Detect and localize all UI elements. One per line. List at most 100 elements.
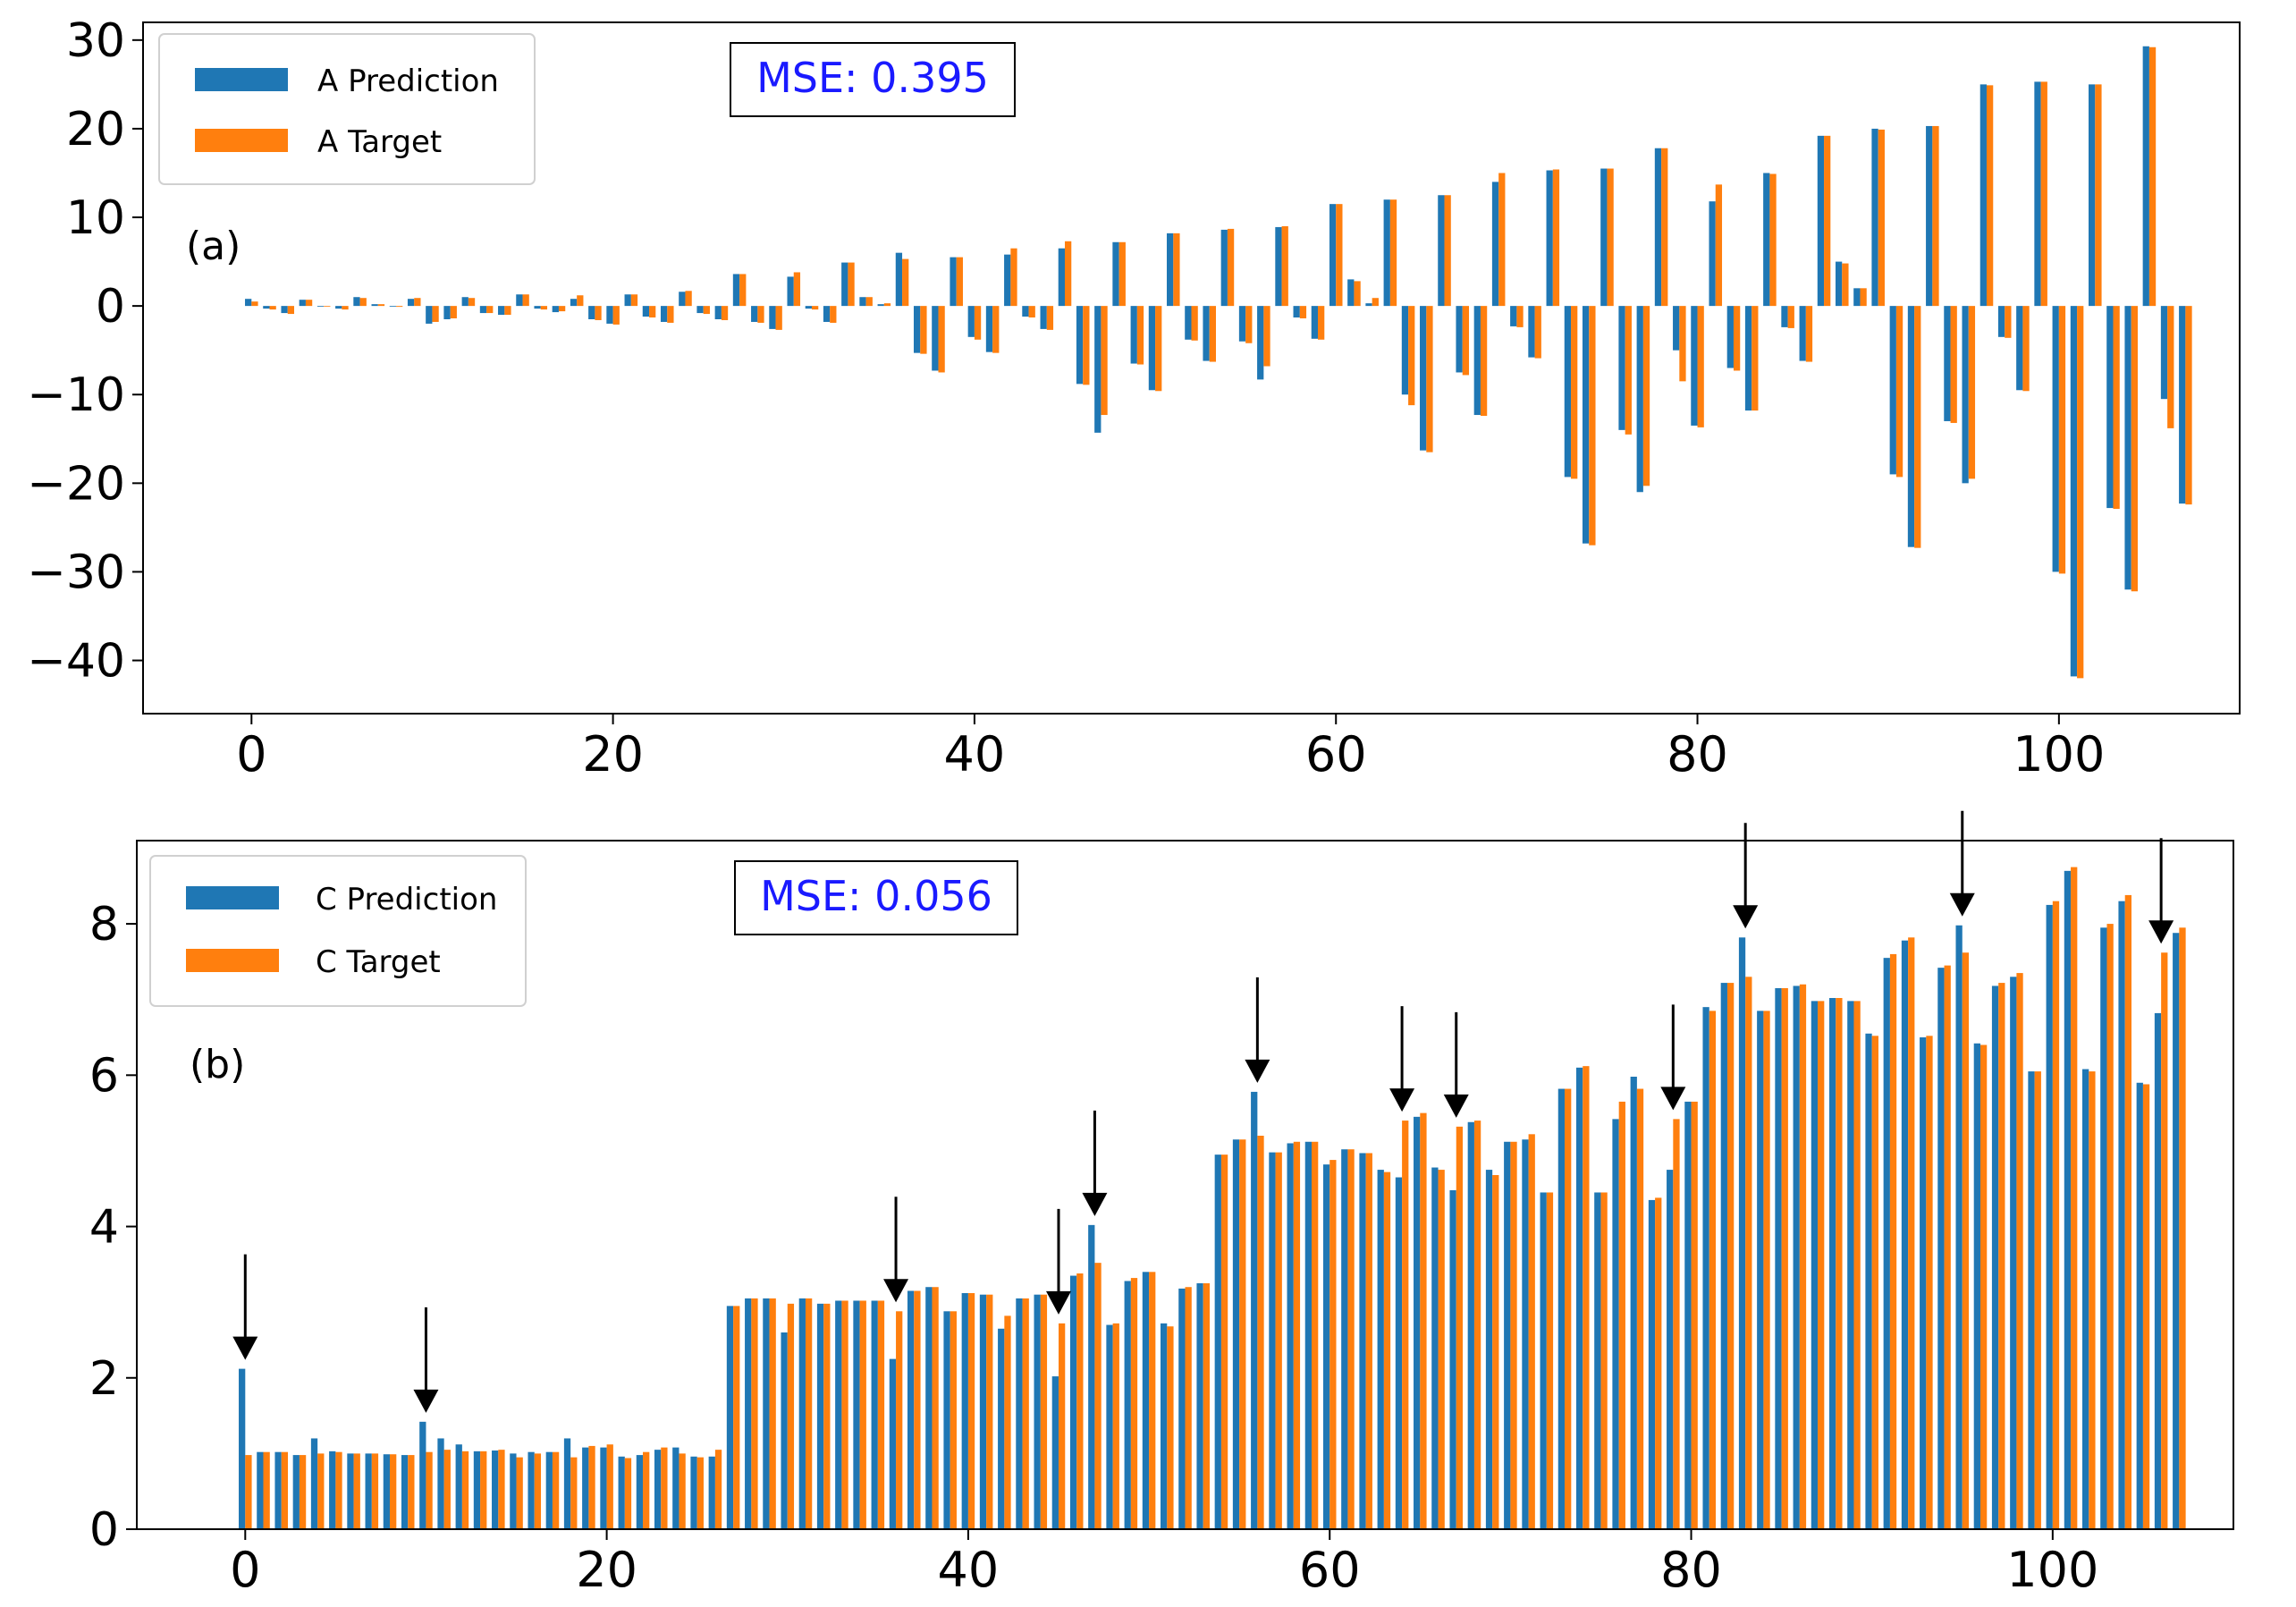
chart-a-bar-prediction-104 (2124, 306, 2131, 590)
chart-a-bar-prediction-74 (1582, 306, 1590, 544)
chart-a-bar-prediction-66 (1438, 195, 1445, 307)
chart-b-bar-target-45 (1058, 1323, 1066, 1529)
chart-a-bar-prediction-64 (1401, 306, 1409, 395)
chart-a-bar-target-94 (1950, 306, 1957, 423)
chart-b-bar-target-76 (1618, 1101, 1625, 1529)
chart-b-bar-prediction-48 (1106, 1324, 1113, 1529)
chart-a-bar-target-15 (522, 294, 529, 307)
chart-a-bar-target-97 (2005, 306, 2012, 338)
chart-a-bar-target-92 (1914, 306, 1921, 548)
chart-a-bar-target-32 (830, 306, 837, 323)
chart-b-bar-prediction-95 (1955, 925, 1963, 1529)
chart-a-legend-swatch-target (195, 129, 288, 152)
chart-b-bar-target-85 (1781, 988, 1788, 1529)
chart-a-bar-prediction-54 (1220, 229, 1228, 307)
chart-a-bar-prediction-97 (1997, 306, 2005, 337)
chart-b-arrow-45 (1045, 1208, 1071, 1315)
chart-b-bar-prediction-15 (510, 1453, 517, 1529)
chart-a-legend-label-prediction: A Prediction (317, 63, 499, 99)
chart-b-bar-prediction-66 (1431, 1167, 1439, 1529)
chart-b-bar-target-86 (1799, 984, 1807, 1529)
chart-a-bar-prediction-27 (732, 274, 740, 307)
chart-a-bar-target-18 (577, 295, 584, 307)
chart-a-bar-target-41 (992, 306, 1000, 353)
chart-b-bar-prediction-80 (1684, 1101, 1692, 1529)
chart-a-bar-target-61 (1354, 281, 1361, 307)
chart-b-arrow-83 (1733, 823, 1759, 929)
chart-b-bar-target-21 (624, 1458, 632, 1529)
chart-b-bar-prediction-107 (2173, 933, 2180, 1529)
chart-b-bar-target-73 (1565, 1088, 1572, 1529)
chart-b-y-tick-label-1: 2 (89, 1352, 119, 1406)
chart-b-bar-target-105 (2142, 1084, 2150, 1529)
chart-a-bar-prediction-92 (1907, 306, 1915, 547)
chart-a-bar-target-81 (1715, 184, 1723, 307)
chart-a-bar-target-86 (1805, 306, 1813, 362)
chart-b-bar-prediction-53 (1196, 1283, 1203, 1529)
chart-a: 0 20 40 60 80 100 −40 −30 −20 −10 0 10 20 30 A Predi… (27, 14, 2241, 782)
chart-a-bar-prediction-52 (1185, 306, 1192, 340)
chart-a-mse-box (730, 42, 1016, 117)
chart-a-bar-prediction-7 (371, 304, 378, 307)
chart-a-bar-prediction-45 (1058, 248, 1065, 307)
chart-b-bar-target-106 (2161, 952, 2168, 1529)
chart-a-bar-prediction-88 (1835, 261, 1843, 307)
chart-a-bar-prediction-72 (1546, 170, 1553, 307)
chart-a-y-tick-label-6: 20 (66, 103, 125, 156)
chart-b-bar-prediction-40 (961, 1293, 968, 1529)
chart-a-bar-target-65 (1426, 306, 1433, 452)
chart-b-bar-prediction-77 (1630, 1077, 1637, 1529)
chart-a-bar-target-69 (1498, 173, 1506, 307)
chart-a-bar-target-54 (1227, 228, 1235, 307)
chart-b-bar-prediction-8 (383, 1454, 391, 1529)
chart-b-arrow-95 (1949, 810, 1975, 917)
chart-b-bar-target-104 (2124, 894, 2131, 1529)
chart-a-bar-target-38 (938, 306, 945, 373)
chart-a-bar-prediction-83 (1744, 306, 1752, 411)
chart-a-bar-prediction-71 (1528, 306, 1535, 358)
chart-b-x-tick-label-0: 0 (230, 1542, 260, 1598)
chart-b-bar-prediction-84 (1757, 1011, 1764, 1529)
chart-b-bar-prediction-17 (545, 1451, 553, 1529)
chart-b-bar-prediction-50 (1142, 1272, 1150, 1529)
chart-a-bar-prediction-30 (787, 276, 794, 307)
chart-a-bar-prediction-106 (2160, 306, 2168, 400)
chart-a-bar-target-52 (1191, 306, 1198, 341)
chart-a-bar-target-70 (1516, 306, 1524, 327)
chart-b-bar-prediction-60 (1322, 1164, 1330, 1529)
chart-b-bar-target-74 (1583, 1066, 1590, 1529)
chart-a-y-tick-label-3: −10 (27, 368, 125, 422)
chart-b-bar-target-29 (769, 1298, 776, 1529)
chart-a-bar-prediction-53 (1203, 306, 1210, 361)
chart-a-bar-target-49 (1136, 306, 1144, 365)
chart-b-bar-target-53 (1203, 1283, 1210, 1529)
chart-a-bar-target-85 (1787, 306, 1794, 328)
chart-b-bar-prediction-7 (365, 1453, 372, 1529)
chart-a-x-tick-label-40: 40 (944, 726, 1006, 782)
chart-a-bar-prediction-89 (1853, 288, 1861, 307)
chart-b-mse-text: MSE: 0.056 (760, 872, 992, 920)
chart-a-bar-prediction-22 (642, 306, 650, 317)
chart-a-bar-prediction-28 (751, 306, 758, 322)
chart-b-x-tick-label-40: 40 (938, 1542, 1000, 1598)
chart-a-bar-target-80 (1697, 306, 1704, 427)
chart-a-bar-target-102 (2095, 84, 2102, 307)
chart-a-bar-prediction-19 (588, 306, 595, 319)
chart-a-x-axis: 0 20 40 60 80 100 (236, 714, 2105, 782)
chart-b-bar-prediction-92 (1901, 940, 1909, 1529)
chart-a-bar-target-62 (1372, 298, 1379, 307)
chart-a-mse-annotation: MSE: 0.395 (730, 42, 1016, 117)
chart-b-bar-target-60 (1329, 1160, 1337, 1529)
chart-b-bar-target-93 (1926, 1036, 1933, 1529)
chart-b-bar-prediction-14 (492, 1451, 499, 1529)
chart-a-bar-prediction-13 (479, 306, 487, 314)
chart-b-bar-target-70 (1510, 1141, 1517, 1529)
chart-b-bar-target-75 (1600, 1192, 1608, 1529)
chart-a-bar-prediction-46 (1076, 306, 1084, 385)
chart-b-bar-target-56 (1257, 1136, 1264, 1529)
chart-a-y-tick-label-4: 0 (96, 280, 125, 334)
chart-b-bar-target-92 (1908, 937, 1915, 1529)
chart-a-bar-prediction-82 (1726, 306, 1734, 368)
chart-b-bar-prediction-79 (1667, 1170, 1674, 1529)
chart-b-bar-prediction-83 (1738, 937, 1746, 1529)
